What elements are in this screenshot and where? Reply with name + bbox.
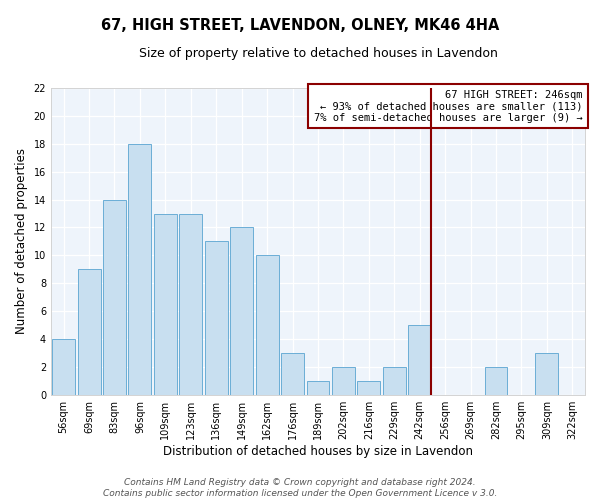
Bar (205, 242, 227, 394)
Text: 67 HIGH STREET: 246sqm
← 93% of detached houses are smaller (113)
7% of semi-det: 67 HIGH STREET: 246sqm ← 93% of detached… (314, 90, 583, 123)
Y-axis label: Number of detached properties: Number of detached properties (15, 148, 28, 334)
Bar (128, 144, 151, 395)
Bar (179, 214, 202, 394)
Bar (256, 256, 278, 394)
Bar (383, 367, 406, 394)
Bar (535, 353, 558, 395)
Bar (52, 339, 75, 394)
Bar (103, 200, 126, 394)
Bar (332, 367, 355, 394)
Bar (281, 353, 304, 395)
Bar (307, 381, 329, 394)
Text: 67, HIGH STREET, LAVENDON, OLNEY, MK46 4HA: 67, HIGH STREET, LAVENDON, OLNEY, MK46 4… (101, 18, 499, 32)
Title: Size of property relative to detached houses in Lavendon: Size of property relative to detached ho… (139, 48, 497, 60)
X-axis label: Distribution of detached houses by size in Lavendon: Distribution of detached houses by size … (163, 444, 473, 458)
Bar (408, 325, 431, 394)
Text: Contains HM Land Registry data © Crown copyright and database right 2024.
Contai: Contains HM Land Registry data © Crown c… (103, 478, 497, 498)
Bar (154, 214, 177, 394)
Bar (77, 270, 101, 394)
Bar (358, 381, 380, 394)
Bar (485, 367, 508, 394)
Bar (230, 228, 253, 394)
